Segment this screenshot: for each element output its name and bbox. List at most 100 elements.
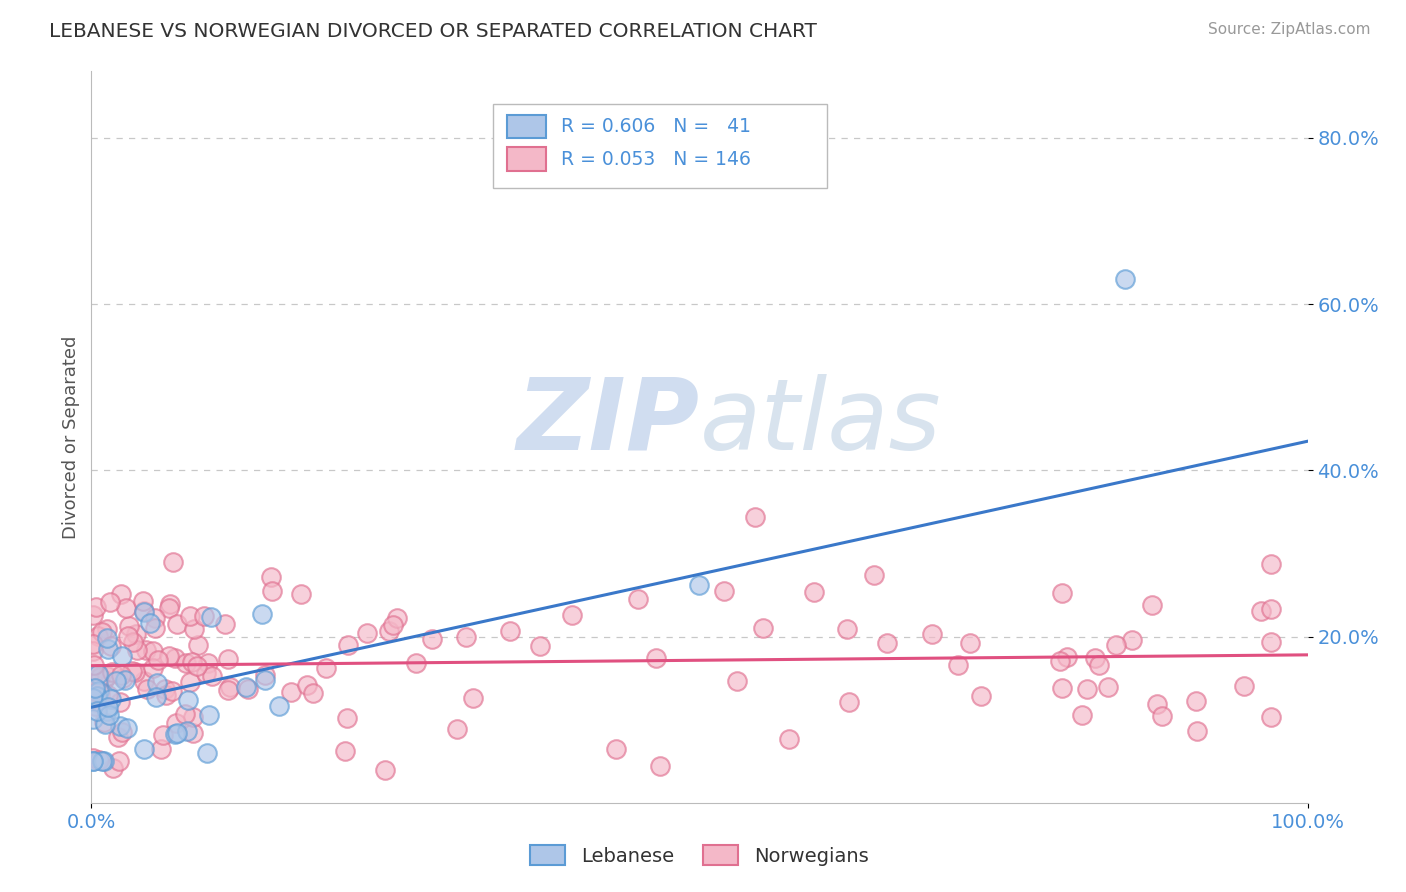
Point [98, 595, 121, 609]
Point [83, 657, 105, 672]
Point [803, 585, 825, 599]
Point [100, 692, 122, 706]
Point [187, 639, 209, 653]
Point [107, 754, 129, 768]
Point [136, 681, 159, 696]
Point [648, 759, 671, 773]
Point [260, 584, 283, 599]
Point [82, 754, 104, 768]
Point [82, 668, 104, 682]
Point [1152, 708, 1174, 723]
Point [101, 761, 124, 775]
Point [197, 657, 219, 671]
Point [752, 621, 775, 635]
Point [93, 754, 115, 768]
Point [162, 683, 184, 698]
Point [333, 744, 356, 758]
Point [89, 753, 111, 767]
Point [214, 616, 236, 631]
Point [1121, 632, 1143, 647]
Point [111, 648, 134, 663]
Point [111, 671, 134, 685]
Point [260, 570, 283, 584]
Point [132, 673, 155, 688]
Point [253, 668, 276, 682]
Point [163, 727, 186, 741]
Point [96, 704, 118, 718]
Point [336, 711, 359, 725]
Point [174, 656, 197, 670]
Point [217, 683, 239, 698]
Point [561, 607, 583, 622]
Point [1084, 651, 1107, 665]
Point [236, 682, 259, 697]
Point [1260, 635, 1282, 649]
Point [82, 751, 104, 765]
Point [405, 657, 427, 671]
Point [336, 638, 359, 652]
Point [87, 667, 110, 681]
Point [162, 555, 184, 569]
Point [381, 618, 404, 632]
Point [166, 617, 188, 632]
Point [959, 635, 981, 649]
Point [200, 610, 222, 624]
Point [235, 680, 257, 694]
Point [97, 641, 120, 656]
Point [132, 742, 155, 756]
Point [87, 629, 110, 643]
Point [446, 723, 468, 737]
Point [1050, 681, 1073, 695]
Text: R = 0.606   N =   41: R = 0.606 N = 41 [561, 117, 751, 136]
Point [146, 676, 169, 690]
Point [456, 631, 478, 645]
Point [863, 568, 886, 582]
Point [97, 688, 120, 702]
Point [157, 601, 180, 615]
Point [605, 742, 627, 756]
Point [194, 665, 217, 680]
Point [97, 700, 120, 714]
Point [145, 690, 167, 704]
Text: LEBANESE VS NORWEGIAN DIVORCED OR SEPARATED CORRELATION CHART: LEBANESE VS NORWEGIAN DIVORCED OR SEPARA… [49, 22, 817, 41]
Point [83, 681, 105, 695]
Point [295, 678, 318, 692]
Point [356, 626, 378, 640]
Point [1260, 710, 1282, 724]
Point [87, 667, 110, 681]
Text: Source: ZipAtlas.com: Source: ZipAtlas.com [1208, 22, 1371, 37]
Point [385, 611, 408, 625]
Point [463, 691, 485, 706]
Point [96, 669, 118, 683]
Point [82, 754, 104, 768]
Point [135, 643, 157, 657]
Point [114, 673, 136, 687]
Point [290, 587, 312, 601]
Point [1185, 694, 1208, 708]
Point [946, 658, 969, 673]
Point [250, 607, 273, 621]
Point [152, 728, 174, 742]
Text: ZIP: ZIP [516, 374, 699, 471]
Point [1105, 639, 1128, 653]
FancyBboxPatch shape [508, 147, 547, 171]
Point [90, 754, 112, 768]
Point [195, 746, 218, 760]
Point [96, 622, 118, 636]
Point [725, 673, 748, 688]
Point [183, 622, 205, 636]
Point [177, 693, 200, 707]
Point [529, 639, 551, 653]
Point [105, 673, 128, 688]
Text: atlas: atlas [699, 374, 941, 471]
Point [165, 716, 187, 731]
Point [377, 624, 399, 639]
Point [181, 709, 204, 723]
Point [149, 742, 172, 756]
Point [1187, 723, 1209, 738]
Point [744, 510, 766, 524]
Point [153, 681, 176, 696]
Point [83, 698, 105, 713]
Point [688, 578, 710, 592]
Point [201, 669, 224, 683]
